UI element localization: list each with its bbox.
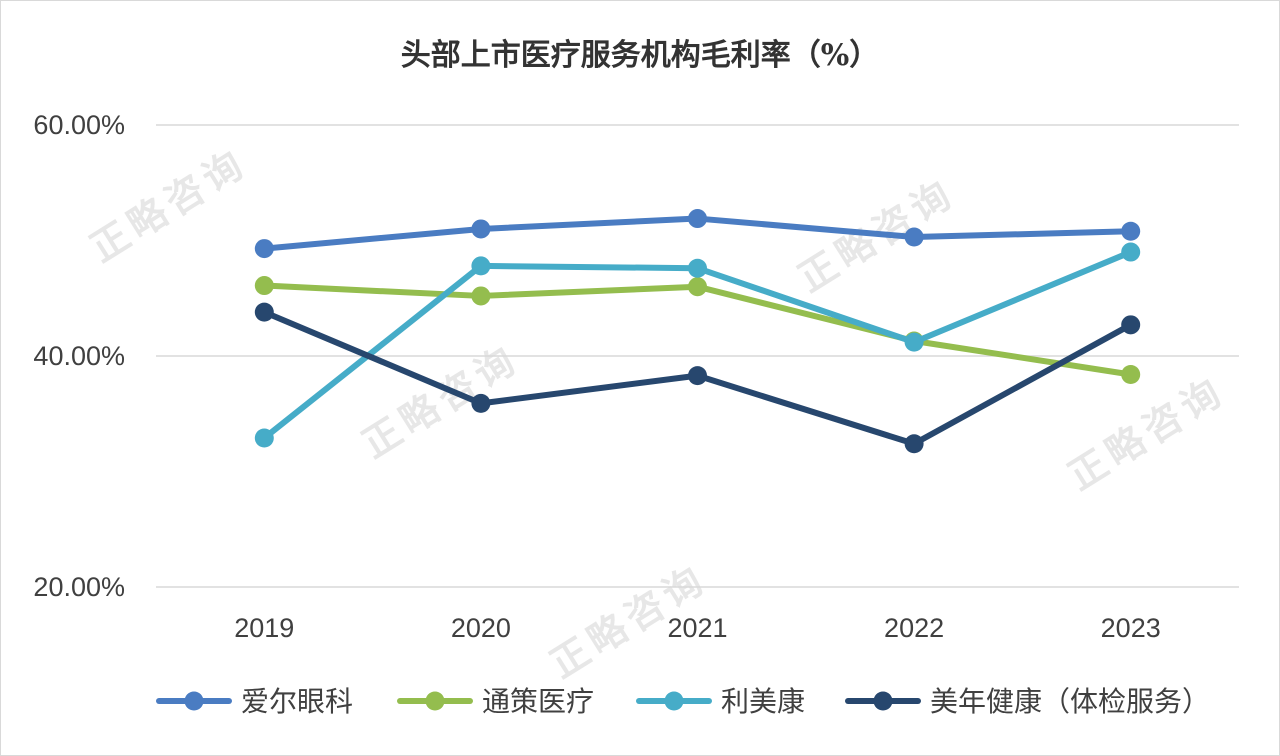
data-point bbox=[688, 209, 707, 229]
x-tick-label: 2023 bbox=[1101, 613, 1161, 643]
x-tick-label: 2021 bbox=[667, 613, 727, 643]
data-point bbox=[471, 286, 491, 306]
legend-item: 通策医疗 bbox=[397, 685, 594, 718]
data-point bbox=[688, 277, 707, 297]
chart-title: 头部上市医疗服务机构毛利率（%） bbox=[401, 38, 880, 73]
legend-item: 美年健康（体检服务） bbox=[845, 685, 1210, 718]
data-point bbox=[688, 366, 707, 386]
legend-marker bbox=[664, 691, 684, 711]
data-point bbox=[904, 332, 924, 352]
data-point bbox=[471, 219, 491, 239]
legend-item: 爱尔眼科 bbox=[156, 685, 353, 718]
legend-marker bbox=[184, 691, 204, 711]
series-line bbox=[261, 282, 1134, 378]
data-point bbox=[1121, 242, 1141, 262]
series-1 bbox=[254, 209, 1141, 259]
data-point bbox=[904, 434, 924, 454]
data-point bbox=[1121, 221, 1141, 241]
series-4 bbox=[254, 302, 1141, 454]
y-tick-label: 40.00% bbox=[33, 341, 125, 371]
series-lines bbox=[254, 209, 1141, 454]
legend-label: 通策医疗 bbox=[482, 685, 594, 718]
legend-label: 利美康 bbox=[721, 685, 805, 718]
data-point bbox=[1121, 364, 1141, 384]
y-axis-tick-labels: 20.00% 40.00% 60.00% bbox=[33, 110, 125, 602]
watermark: 正略咨询 bbox=[82, 140, 255, 271]
watermark: 正略咨询 bbox=[1060, 368, 1233, 499]
legend-marker bbox=[873, 691, 893, 711]
data-point bbox=[254, 302, 274, 322]
legend-label: 美年健康（体检服务） bbox=[930, 685, 1210, 718]
x-tick-label: 2022 bbox=[884, 613, 944, 643]
legend-item: 利美康 bbox=[636, 685, 805, 718]
y-tick-label: 20.00% bbox=[33, 572, 125, 602]
data-point bbox=[254, 276, 274, 296]
legend-label: 爱尔眼科 bbox=[241, 685, 353, 718]
data-point bbox=[688, 258, 707, 278]
x-tick-label: 2019 bbox=[234, 613, 294, 643]
x-tick-label: 2020 bbox=[451, 613, 511, 643]
series-3 bbox=[254, 242, 1141, 448]
x-axis-tick-labels: 2019 2020 2021 2022 2023 bbox=[234, 613, 1160, 643]
data-point bbox=[471, 393, 491, 413]
gridlines bbox=[156, 124, 1239, 588]
data-point bbox=[1121, 315, 1141, 335]
legend: 爱尔眼科 通策医疗 利美康 美年健康（体检服务） bbox=[156, 685, 1210, 718]
data-point bbox=[254, 428, 274, 448]
data-point bbox=[904, 227, 924, 247]
legend-marker bbox=[425, 691, 445, 711]
data-point bbox=[254, 239, 274, 259]
y-tick-label: 60.00% bbox=[33, 110, 125, 140]
data-point bbox=[471, 256, 491, 276]
